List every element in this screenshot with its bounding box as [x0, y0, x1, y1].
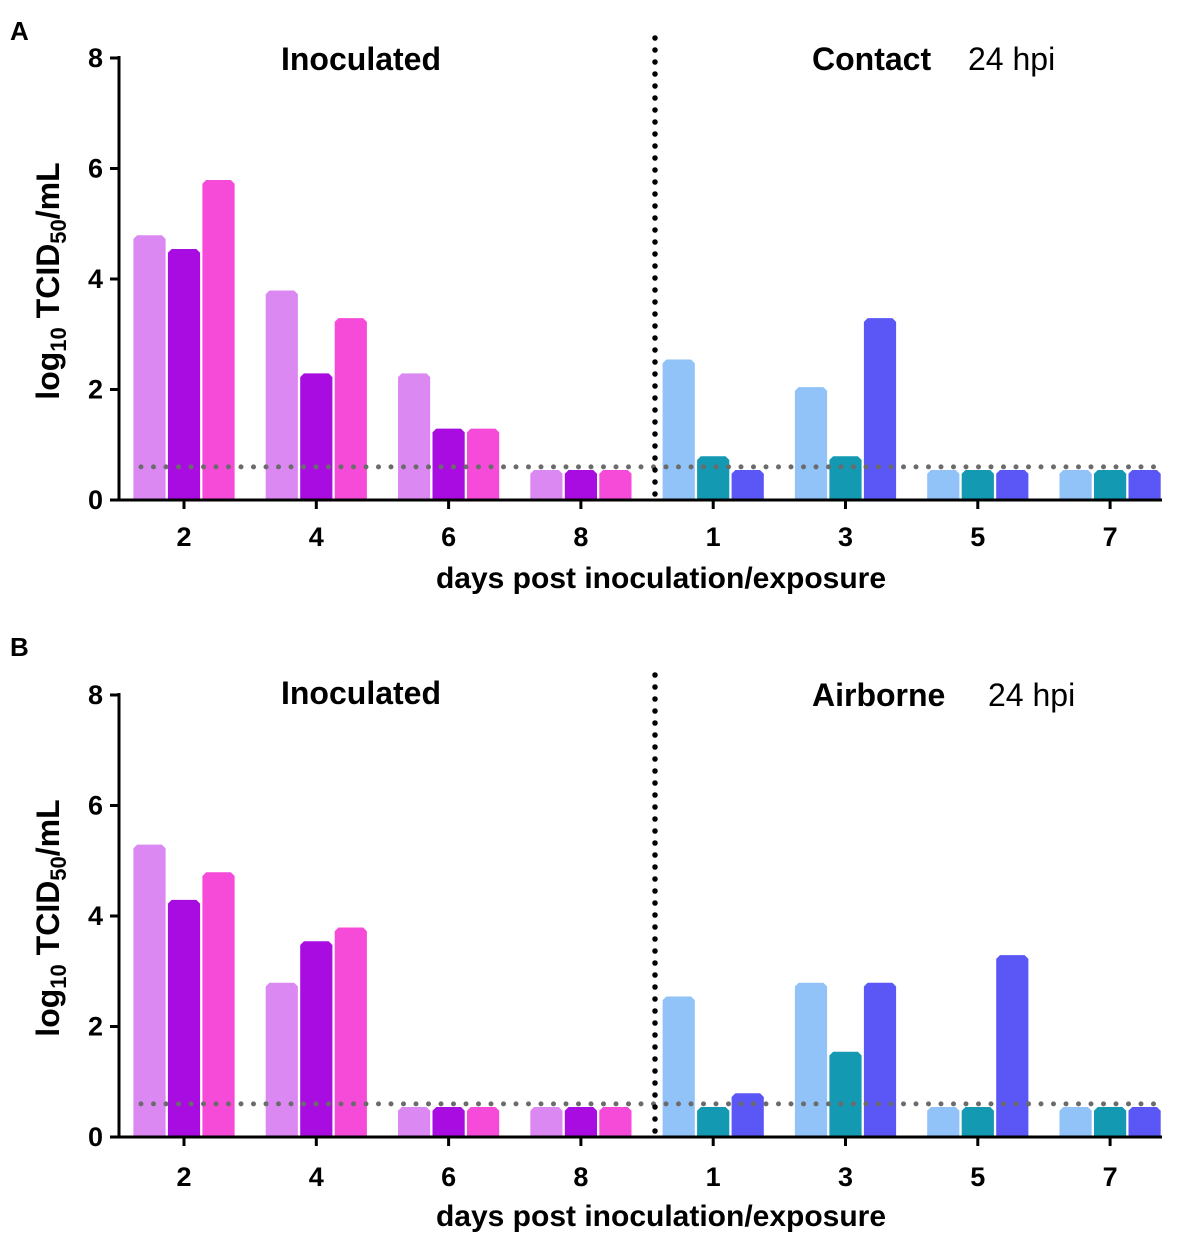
- bar-b-exposed-3-2: [828, 1050, 863, 1138]
- x-tick-label-b-exposed-7: 7: [1103, 1162, 1118, 1192]
- bar-a-inoculated-6-3: [466, 427, 500, 501]
- bar-b-inoculated-6-1: [397, 1106, 431, 1138]
- bar-b-inoculated-2-1: [132, 843, 167, 1138]
- right-group-note-a: 24 hpi: [968, 41, 1055, 77]
- bar-b-exposed-1-2: [696, 1106, 731, 1138]
- bar-b-exposed-3-3: [863, 981, 897, 1138]
- bar-b-inoculated-6-2: [431, 1106, 466, 1138]
- bar-a-inoculated-6-2: [431, 427, 466, 501]
- y-axis-label-part-a-1: log: [30, 352, 66, 400]
- x-tick-label-b-inoculated-4: 4: [309, 1162, 324, 1192]
- bar-b-inoculated-2-3: [201, 871, 236, 1138]
- x-tick-label-a-inoculated-8: 8: [573, 522, 588, 552]
- bar-b-exposed-3-1: [794, 981, 828, 1138]
- y-tick-label-b-4: 4: [88, 901, 103, 931]
- x-tick-label-a-exposed-7: 7: [1103, 522, 1118, 552]
- x-tick-label-b-inoculated-8: 8: [573, 1162, 588, 1192]
- bar-a-exposed-3-2: [828, 455, 863, 501]
- panel-letter-b: B: [10, 632, 29, 662]
- bar-b-exposed-5-2: [960, 1106, 995, 1138]
- bar-a-inoculated-8-3: [598, 469, 633, 501]
- left-group-title-a: Inoculated: [281, 41, 441, 77]
- y-tick-label-b-8: 8: [88, 680, 103, 710]
- bar-a-inoculated-4-3: [333, 317, 368, 501]
- bar-a-inoculated-2-3: [201, 179, 236, 501]
- y-tick-label-b-6: 6: [88, 791, 103, 821]
- x-tick-label-a-inoculated-2: 2: [176, 522, 191, 552]
- left-group-title-b: Inoculated: [281, 675, 441, 711]
- bar-a-exposed-5-1: [926, 469, 961, 501]
- y-axis-label-part-b-4: 50: [46, 856, 71, 880]
- y-axis-label-part-a-2: 10: [46, 327, 71, 351]
- bar-a-inoculated-2-2: [167, 248, 201, 501]
- y-axis-label-part-a-4: 50: [46, 219, 71, 243]
- bar-b-inoculated-8-3: [598, 1106, 633, 1138]
- x-tick-label-b-exposed-1: 1: [706, 1162, 721, 1192]
- bar-b-inoculated-8-1: [529, 1106, 564, 1138]
- y-tick-label-b-2: 2: [88, 1012, 103, 1042]
- bar-a-exposed-1-2: [696, 455, 731, 501]
- x-tick-label-b-inoculated-6: 6: [441, 1162, 456, 1192]
- bar-b-inoculated-8-2: [564, 1106, 598, 1138]
- bar-b-exposed-7-2: [1093, 1106, 1127, 1138]
- bar-a-inoculated-6-1: [397, 372, 431, 501]
- bar-a-inoculated-8-1: [529, 469, 564, 501]
- bar-a-exposed-5-3: [995, 469, 1030, 501]
- bar-a-exposed-7-2: [1093, 469, 1127, 501]
- y-axis-label-part-a-3: TCID: [30, 244, 66, 328]
- right-group-title-a: Contact: [812, 41, 931, 77]
- y-tick-label-a-2: 2: [88, 375, 103, 405]
- y-axis-label-part-b-1: log: [30, 989, 66, 1037]
- bar-a-exposed-1-1: [661, 358, 696, 501]
- x-tick-label-b-exposed-3: 3: [838, 1162, 853, 1192]
- y-axis-label-part-b-2: 10: [46, 964, 71, 988]
- bar-b-exposed-7-1: [1058, 1106, 1093, 1138]
- x-tick-label-a-exposed-3: 3: [838, 522, 853, 552]
- y-axis-label-a: log10 TCID50/mL: [30, 162, 71, 399]
- y-tick-label-b-0: 0: [88, 1122, 103, 1152]
- panel-letter-a: A: [10, 16, 29, 46]
- bar-b-inoculated-4-2: [299, 940, 334, 1138]
- bar-b-inoculated-4-1: [264, 981, 299, 1138]
- bar-a-exposed-3-3: [863, 317, 897, 501]
- panel-b: B 2 4 6 8 1 3 5 7 0 2 4 6 8 log10 TCID50/mL days post i…: [10, 632, 1165, 1233]
- x-tick-label-a-exposed-1: 1: [706, 522, 721, 552]
- bar-a-exposed-7-3: [1127, 469, 1162, 501]
- y-tick-label-a-8: 8: [88, 43, 103, 73]
- right-group-note-b: 24 hpi: [988, 677, 1075, 713]
- x-axis-label-b: days post inoculation/exposure: [436, 1200, 886, 1233]
- bar-a-inoculated-4-1: [264, 289, 299, 501]
- x-tick-label-a-inoculated-4: 4: [309, 522, 324, 552]
- bar-a-inoculated-2-1: [132, 234, 167, 501]
- bar-b-inoculated-6-3: [466, 1106, 500, 1138]
- y-axis-label-part-a-5: /mL: [30, 162, 66, 219]
- bar-a-inoculated-8-2: [564, 469, 598, 501]
- y-axis-label-part-b-5: /mL: [30, 799, 66, 856]
- y-tick-label-a-0: 0: [88, 485, 103, 515]
- y-axis-label-b: log10 TCID50/mL: [30, 799, 71, 1036]
- x-tick-label-b-exposed-5: 5: [970, 1162, 985, 1192]
- panel-a: A 2 4 6 8 1 3 5 7 0 2 4 6 8 log10 TCID50/mL days post i…: [10, 16, 1165, 595]
- x-tick-label-b-inoculated-2: 2: [176, 1162, 191, 1192]
- bar-b-exposed-5-1: [926, 1106, 961, 1138]
- y-axis-label-part-b-3: TCID: [30, 881, 66, 965]
- right-group-title-b: Airborne: [812, 677, 945, 713]
- x-axis-label-a: days post inoculation/exposure: [436, 562, 886, 595]
- y-tick-label-a-4: 4: [88, 264, 103, 294]
- bar-b-exposed-5-3: [995, 954, 1030, 1138]
- x-tick-label-a-exposed-5: 5: [970, 522, 985, 552]
- bar-a-inoculated-4-2: [299, 372, 334, 501]
- bar-a-exposed-7-1: [1058, 469, 1093, 501]
- x-tick-label-a-inoculated-6: 6: [441, 522, 456, 552]
- bar-a-exposed-5-2: [960, 469, 995, 501]
- y-tick-label-a-6: 6: [88, 154, 103, 184]
- bar-b-exposed-7-3: [1127, 1106, 1162, 1138]
- bar-a-exposed-1-3: [730, 469, 765, 501]
- bar-b-exposed-1-3: [730, 1092, 765, 1138]
- bar-b-exposed-1-1: [661, 995, 696, 1138]
- bar-a-exposed-3-1: [794, 386, 828, 501]
- bar-b-inoculated-2-2: [167, 899, 201, 1138]
